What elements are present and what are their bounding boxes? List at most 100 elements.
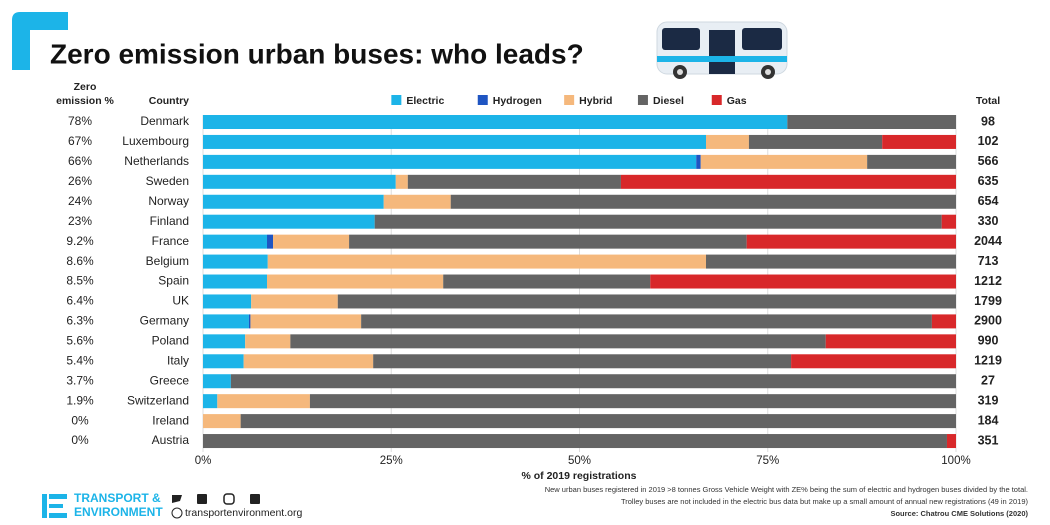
legend-swatch [711,95,722,105]
y-tick-label: Austria [152,433,190,447]
bar-segment [825,334,956,349]
ze-value: 26% [68,174,92,188]
y-tick-label: France [152,234,190,248]
bar-segment [250,314,362,329]
ze-value: 0% [71,433,89,447]
legend-swatch [477,95,488,105]
bar-segment [349,234,747,249]
total-value: 1799 [974,294,1002,308]
ze-value: 23% [68,214,92,228]
ze-value: 24% [68,194,92,208]
total-value: 330 [978,214,999,228]
x-axis-label: % of 2019 registrations [522,470,637,482]
bar-segment [240,414,956,429]
bar-segment [203,414,241,429]
y-tick-label: UK [172,294,189,308]
x-tick-label: 0% [195,455,212,467]
total-header: Total [976,95,1000,107]
ze-value: 6.4% [66,294,94,308]
bar-segment [203,274,268,289]
globe-icon [171,507,183,519]
y-tick-label: Netherlands [124,154,189,168]
bar-segment [882,134,956,149]
legend-label: Hybrid [579,95,612,107]
ze-value: 6.3% [66,314,94,328]
bar-segment [787,115,956,129]
brand: TRANSPORT & [74,491,161,505]
ze-value: 8.5% [66,274,94,288]
total-value: 566 [978,154,999,168]
total-value: 713 [978,254,999,268]
y-tick-label: Greece [150,373,190,387]
bar-segment [203,354,244,369]
bar-segment [203,294,252,309]
ze-value: 0% [71,413,89,427]
bar-segment [267,254,707,269]
bar-segment [248,314,251,329]
ze-value: 78% [68,114,92,128]
bar-segment [746,234,956,249]
ze-value: 8.6% [66,254,94,268]
social-icons [172,493,260,505]
total-value: 654 [978,194,999,208]
bar-segment [361,314,932,329]
bar-segment [373,354,792,369]
total-value: 184 [978,413,999,427]
source: Source: Chatrou CME Solutions (2020) [890,509,1028,518]
legend-label: Hydrogen [493,95,542,107]
bus-icon [656,21,788,79]
total-value: 98 [981,114,995,128]
bar-segment [309,394,956,409]
total-value: 27 [981,374,995,388]
x-tick-label: 25% [380,455,403,467]
ze-value: 67% [68,134,92,148]
y-tick-label: Sweden [146,174,189,188]
bar-segment [867,154,956,169]
bar-segment [383,194,451,209]
ze-value: 66% [68,154,92,168]
bar-segment [245,334,291,349]
total-value: 351 [978,433,999,447]
bar-segment [941,214,956,229]
y-tick-label: Norway [148,194,189,208]
y-tick-label: Luxembourg [122,134,189,148]
bar-segment [946,434,956,449]
legend-swatch [564,95,575,105]
ze-value: 3.7% [66,373,94,387]
bar-segment [267,274,444,289]
bar-segment [374,214,942,229]
bar-segment [203,434,947,449]
y-tick-label: Switzerland [127,393,189,407]
y-tick-label: Italy [167,353,189,367]
legend-label: Gas [727,95,747,107]
total-value: 2044 [974,234,1002,248]
bar-segment [620,174,956,189]
ze-header: Zero [74,81,97,93]
ze-value: 5.4% [66,353,94,367]
bar-segment [700,154,868,169]
bar-segment [696,154,701,169]
y-tick-label: Belgium [146,254,189,268]
bar-segment [337,294,956,309]
note: Trolley buses are not included in the el… [621,497,1029,506]
country-header: Country [149,95,189,107]
bar-segment [203,334,246,349]
bar-segment [748,134,883,149]
bar-segment [203,115,788,129]
bar-segment [290,334,826,349]
bar-segment [203,194,384,209]
bar-segment [203,134,707,149]
bar-segment [230,374,957,389]
bar-segment [203,254,268,269]
bar-segment [203,234,268,249]
bar-segment [395,174,408,189]
y-tick-label: Ireland [152,413,189,427]
bar-segment [203,314,249,329]
ze-header: emission % [56,95,114,107]
footer-logo [42,494,67,518]
total-value: 635 [978,174,999,188]
ze-value: 1.9% [66,393,94,407]
bar-segment [243,354,374,369]
ze-value: 9.2% [66,234,94,248]
